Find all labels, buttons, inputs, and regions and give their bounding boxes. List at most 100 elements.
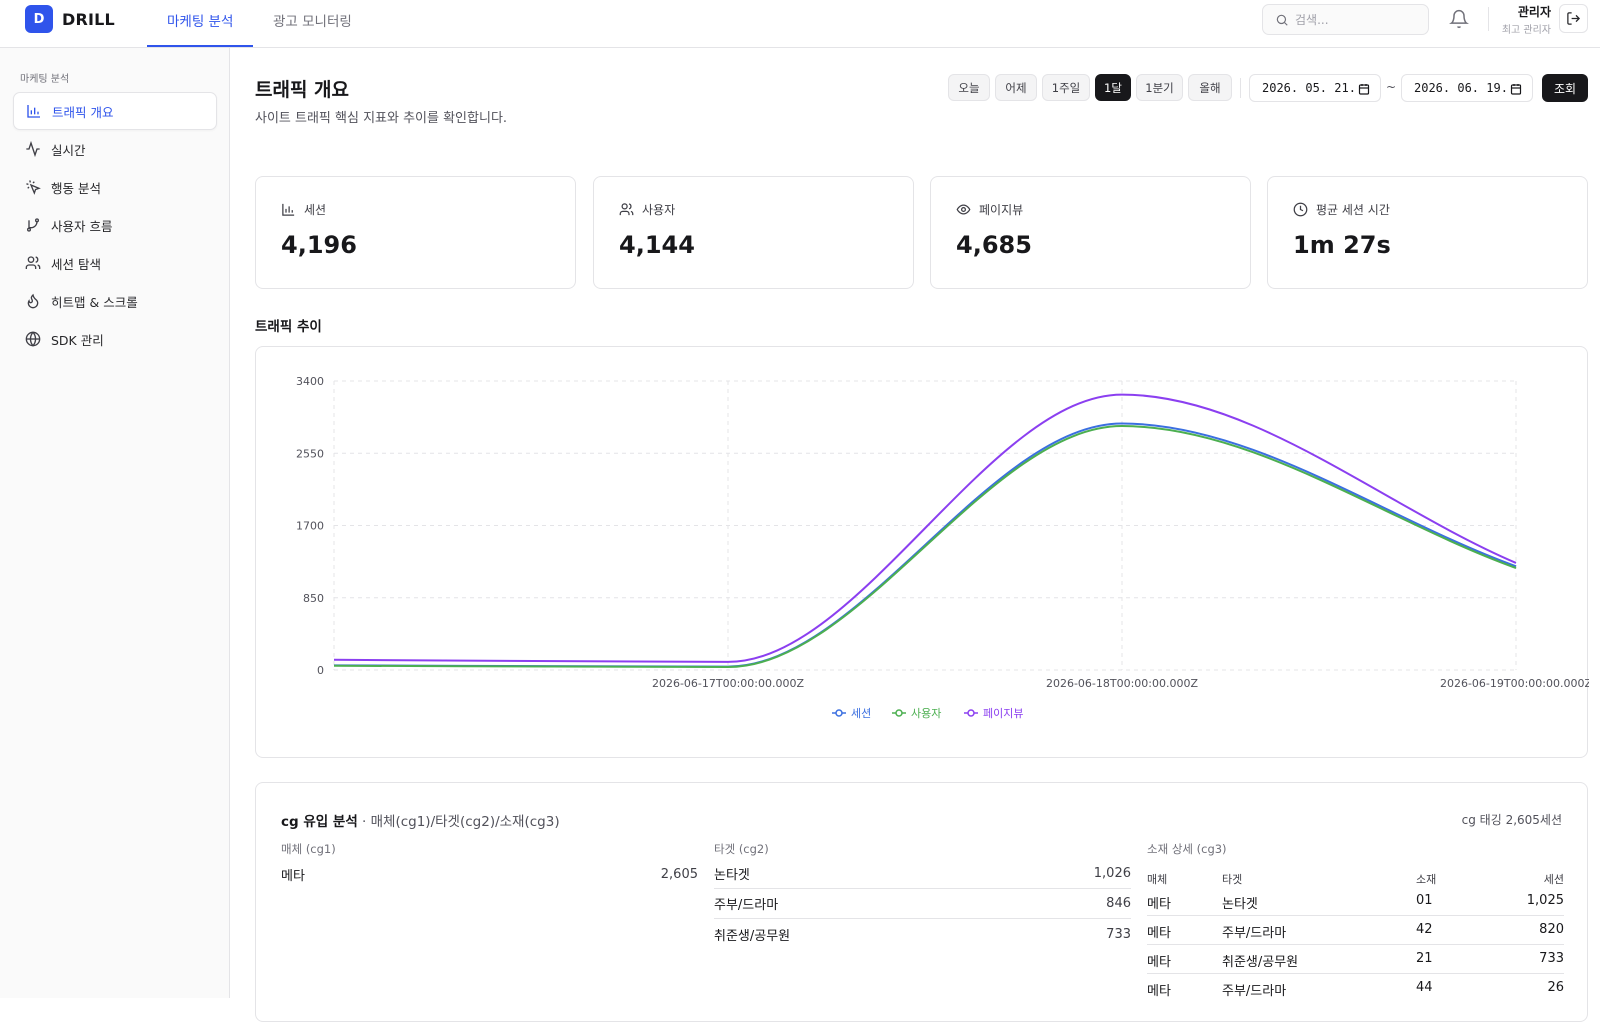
app-name[interactable]: DRILL [62,10,115,29]
sidebar-item-label: 행동 분석 [51,180,101,196]
range-button-year[interactable]: 올해 [1188,74,1232,101]
stat-card-pageviews: 페이지뷰 4,685 [930,176,1251,289]
detail-header-sessions: 세션 [1543,873,1564,886]
x-tick-label: 2026-06-18T00:00:00.000Z [1046,677,1199,690]
bell-icon[interactable] [1449,9,1469,29]
query-button[interactable]: 조회 [1542,74,1588,102]
legend-marker [835,709,843,717]
divider [1147,915,1564,916]
cg-title-sub: · 매체(cg1)/타겟(cg2)/소재(cg3) [357,814,560,830]
search-box[interactable] [1262,4,1429,35]
detail-column-header: 소재 상세 (cg3) [1147,842,1227,856]
sidebar-item-traffic-overview[interactable]: 트래픽 개요 [13,92,217,130]
sidebar-item-label: 실시간 [51,142,86,158]
detail-creative: 42 [1416,922,1433,937]
flame-icon [27,293,39,309]
stat-label: 페이지뷰 [956,201,1023,218]
y-tick-label: 1700 [296,520,324,533]
date-from-value: 2026. 05. 21. [1262,81,1356,95]
detail-media: 메타 [1147,926,1171,941]
detail-header-creative: 소재 [1416,873,1437,886]
media-row[interactable]: 메타 2,605 [281,859,698,889]
logout-button[interactable] [1559,4,1588,33]
trend-section-title: 트래픽 추이 [255,319,322,335]
sidebar-item-heatmap-scroll[interactable]: 히트맵 & 스크롤 [13,282,217,320]
target-name: 취준생/공무원 [714,928,791,944]
date-from-field[interactable]: 2026. 05. 21. [1249,74,1381,102]
date-to-field[interactable]: 2026. 06. 19. [1401,74,1533,102]
sidebar-item-behavior[interactable]: 행동 분석 [13,168,217,206]
detail-media: 메타 [1147,984,1171,999]
media-name: 메타 [281,868,305,884]
range-button-quarter[interactable]: 1분기 [1136,74,1183,101]
detail-sessions: 26 [1547,980,1564,995]
date-to-value: 2026. 06. 19. [1414,81,1508,95]
target-row[interactable]: 논타겟 1,026 [714,859,1131,889]
divider [1240,78,1241,98]
cg-title: cg 유입 분석 · 매체(cg1)/타겟(cg2)/소재(cg3) [281,810,560,830]
series-line [333,422,1517,668]
range-button-yesterday[interactable]: 어제 [995,74,1037,101]
legend-label: 페이지뷰 [983,707,1023,720]
detail-creative: 01 [1416,893,1433,908]
target-row[interactable]: 주부/드라마 846 [714,889,1131,919]
date-range-separator: ~ [1386,80,1397,94]
media-count: 2,605 [660,866,698,882]
sidebar-item-sdk-management[interactable]: SDK 관리 [13,320,217,358]
detail-sessions: 1,025 [1526,893,1564,908]
calendar-icon[interactable] [1358,83,1370,95]
detail-sessions: 733 [1539,951,1564,966]
target-column-header: 타겟 (cg2) [714,842,769,856]
stat-value: 4,144 [619,231,695,259]
sidebar-section-label: 마케팅 분석 [20,74,70,85]
calendar-icon[interactable] [1510,83,1522,95]
target-count: 733 [1106,926,1131,942]
legend-label: 사용자 [911,707,941,720]
user-name: 관리자 [1517,5,1551,19]
sidebar-item-label: 히트맵 & 스크롤 [51,294,138,310]
detail-media: 메타 [1147,897,1171,912]
stat-label-text: 사용자 [642,203,676,217]
line-chart: 0 850 1700 2550 3400 2026-06-17T00:00:00.000Z… [296,375,1589,720]
tab-ad-monitoring[interactable]: 광고 모니터링 [273,14,352,30]
cg-inflow-card: cg 유입 분석 · 매체(cg1)/타겟(cg2)/소재(cg3) cg 태깅… [255,782,1588,1022]
range-button-today[interactable]: 오늘 [948,74,990,101]
y-tick-label: 850 [303,592,324,605]
target-name: 논타겟 [714,868,750,883]
x-tick-label: 2026-06-17T00:00:00.000Z [652,677,805,690]
divider [1147,973,1564,974]
cg-title-main: cg 유입 분석 [281,814,358,830]
x-tick-label: 2026-06-19T00:00:00.000Z [1440,677,1589,690]
sidebar-item-label: 사용자 흐름 [51,218,113,234]
globe-icon [25,331,41,347]
sidebar-item-session-explorer[interactable]: 세션 탐색 [13,244,217,282]
sidebar: 마케팅 분석 트래픽 개요 실시간 행동 분석 사용자 흐름 세션 탐색 히트맵… [0,48,230,998]
active-tab-indicator [147,45,253,47]
detail-media: 메타 [1147,955,1171,970]
search-input[interactable] [1295,12,1415,27]
target-row[interactable]: 취준생/공무원 733 [714,919,1131,949]
eye-icon [956,204,971,215]
sidebar-item-label: SDK 관리 [51,332,104,348]
users-icon [619,203,634,216]
page-title: 트래픽 개요 [255,79,350,101]
series-line [333,425,1517,669]
sidebar-item-realtime[interactable]: 실시간 [13,130,217,168]
divider [1147,944,1564,945]
top-bar: D DRILL 마케팅 분석 광고 모니터링 관리자 최고 관리자 [0,0,1600,48]
legend-marker [967,709,975,717]
user-role: 최고 관리자 [1501,25,1551,36]
logo-mark[interactable]: D [25,5,53,33]
detail-header-media: 매체 [1147,873,1168,886]
range-button-week[interactable]: 1주일 [1042,74,1090,101]
stat-label-text: 세션 [304,203,327,217]
range-button-month[interactable]: 1달 [1095,74,1131,101]
traffic-trend-chart: 0 850 1700 2550 3400 2026-06-17T00:00:00.000Z… [255,346,1589,758]
legend-marker [895,709,903,717]
detail-target: 주부/드라마 [1222,926,1287,941]
sidebar-item-user-flow[interactable]: 사용자 흐름 [13,206,217,244]
stat-label: 평균 세션 시간 [1293,201,1390,218]
tab-marketing-analysis[interactable]: 마케팅 분석 [167,14,234,30]
stat-label: 세션 [281,201,326,218]
detail-creative: 44 [1416,980,1433,995]
